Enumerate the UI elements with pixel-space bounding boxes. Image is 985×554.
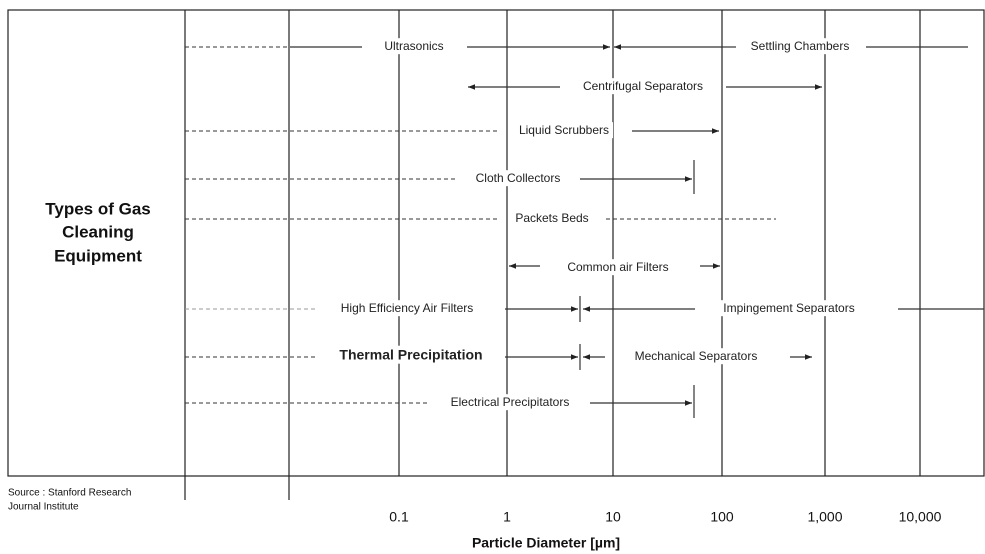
title-line: Equipment — [54, 246, 142, 265]
x-tick-label: 1 — [503, 509, 511, 525]
equipment-label: Centrifugal Separators — [583, 79, 703, 93]
x-tick-label: 0.1 — [389, 509, 409, 525]
x-tick-label: 10 — [605, 509, 621, 525]
equipment-label: Liquid Scrubbers — [519, 123, 609, 137]
equipment-label: Ultrasonics — [384, 39, 443, 53]
x-tick-label: 100 — [710, 509, 734, 525]
equipment-label: Packets Beds — [515, 211, 588, 225]
labels: Types of Gas Cleaning Equipment Ultrason… — [8, 38, 942, 551]
x-tick-label: 10,000 — [899, 509, 942, 525]
source: Source : Stanford Research — [8, 488, 131, 499]
equipment-label: High Efficiency Air Filters — [341, 301, 474, 315]
x-tick-label: 1,000 — [807, 509, 842, 525]
diagram: Types of Gas Cleaning Equipment Ultrason… — [0, 0, 985, 554]
range-lines — [185, 47, 984, 418]
equipment-label: Settling Chambers — [751, 39, 850, 53]
equipment-label: Mechanical Separators — [635, 349, 758, 363]
equipment-label: Common air Filters — [567, 260, 668, 274]
source: Journal Institute — [8, 502, 79, 513]
title-line: Types of Gas — [45, 199, 151, 218]
frame — [8, 10, 984, 500]
title-line: Cleaning — [62, 222, 134, 241]
equipment-label: Impingement Separators — [723, 301, 854, 315]
equipment-label: Thermal Precipitation — [339, 347, 482, 363]
equipment-label: Cloth Collectors — [476, 171, 561, 185]
equipment-label: Electrical Precipitators — [451, 395, 570, 409]
x-axis-title: Particle Diameter [µm] — [472, 535, 620, 551]
